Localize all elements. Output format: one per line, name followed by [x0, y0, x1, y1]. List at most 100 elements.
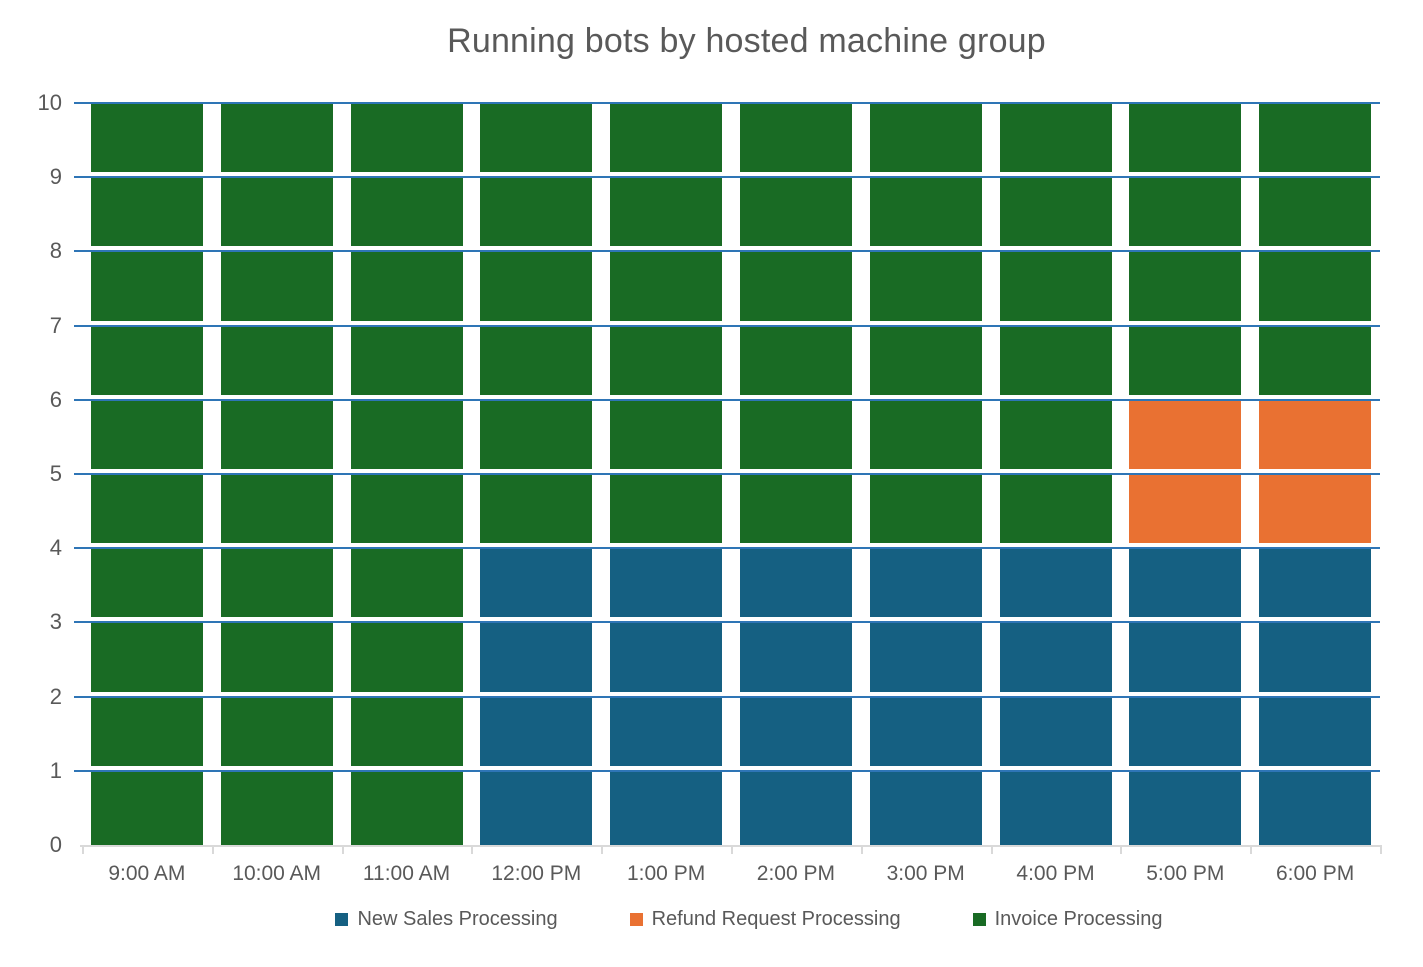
gridline	[74, 102, 1380, 104]
legend-item: New Sales Processing	[335, 908, 558, 931]
x-axis-tick	[1380, 845, 1382, 854]
bar-segment	[220, 103, 333, 173]
bar-segment	[480, 177, 593, 247]
bar-segment	[220, 251, 333, 321]
x-tick-label: 2:00 PM	[756, 862, 835, 885]
gridline	[74, 473, 1380, 475]
y-tick-label: 2	[49, 683, 62, 709]
bar-segment	[739, 474, 852, 544]
bar-segment	[739, 177, 852, 247]
bar-segment	[480, 474, 593, 544]
gridline	[74, 769, 1380, 772]
x-axis-tick	[1120, 845, 1123, 854]
bar-segment	[869, 548, 982, 618]
bar-segment	[480, 548, 593, 618]
bar-segment	[1129, 103, 1242, 173]
bar-segment	[1129, 177, 1242, 247]
bar-segment	[350, 548, 463, 618]
bar-segment	[610, 548, 723, 618]
legend-marker-icon	[629, 913, 643, 926]
bar-segment	[610, 177, 723, 247]
bar-segment	[999, 696, 1112, 766]
bar-segment	[1259, 251, 1372, 321]
bar-segment	[90, 696, 203, 766]
bar-segment	[999, 103, 1112, 173]
bar-segment	[1259, 177, 1372, 247]
legend-item: Invoice Processing	[972, 908, 1163, 931]
bar-segment	[350, 177, 463, 247]
bar-segment	[480, 622, 593, 692]
bar-segment	[480, 696, 593, 766]
bar-segment	[220, 548, 333, 618]
bar-segment	[610, 325, 723, 395]
chart-title: Running bots by hosted machine group	[447, 22, 1046, 60]
gridline	[74, 324, 1380, 327]
legend-marker-icon	[335, 913, 349, 926]
legend-marker-icon	[972, 913, 986, 926]
bar-segment	[610, 399, 723, 469]
bar-segment	[480, 399, 593, 469]
bar-segment	[350, 251, 463, 321]
bar-segment	[869, 399, 982, 469]
bar-segment	[739, 622, 852, 692]
bar-segment	[350, 622, 463, 692]
x-axis-tick	[731, 845, 733, 854]
legend-item: Refund Request Processing	[629, 908, 901, 931]
bar-segment	[350, 770, 463, 845]
bar-segment	[999, 622, 1112, 692]
x-axis-tick	[82, 845, 84, 854]
bar-segment	[90, 770, 203, 845]
bar-segment	[739, 399, 852, 469]
bar-segment	[350, 696, 463, 766]
x-tick-label: 3:00 PM	[886, 862, 965, 885]
x-tick-label: 4:00 PM	[1016, 862, 1095, 885]
y-tick-label: 7	[49, 312, 62, 338]
x-tick-label: 9:00 AM	[108, 862, 186, 885]
x-axis-tick	[211, 845, 214, 854]
bar-segment	[90, 474, 203, 544]
bar-segment	[610, 474, 723, 544]
x-tick-label: 12:00 PM	[491, 862, 582, 885]
bar-segment	[739, 696, 852, 766]
bar-segment	[1129, 696, 1242, 766]
bar-segment	[90, 103, 203, 173]
bar-segment	[999, 548, 1112, 618]
x-tick-label: 6:00 PM	[1275, 862, 1355, 885]
bar-segment	[1259, 399, 1372, 469]
bar-segment	[350, 103, 463, 173]
bar-segment	[1129, 325, 1242, 395]
x-tick-label: 1:00 PM	[626, 862, 706, 885]
bar-segment	[999, 251, 1112, 321]
x-tick-label: 10:00 AM	[232, 862, 322, 885]
y-tick-label: 4	[49, 535, 62, 561]
bar-segment	[869, 103, 982, 173]
bar-segment	[739, 325, 852, 395]
bar-segment	[869, 770, 982, 845]
bar-segment	[1129, 548, 1242, 618]
gridline	[74, 621, 1380, 624]
bar-segment	[999, 474, 1112, 544]
bar-segment	[350, 325, 463, 395]
bar-segment	[90, 177, 203, 247]
bar-segment	[1259, 622, 1372, 692]
y-tick-label: 8	[49, 238, 62, 264]
bar-segment	[869, 177, 982, 247]
gridline	[74, 250, 1380, 253]
bar-segment	[1259, 548, 1372, 618]
bar-segment	[1259, 325, 1372, 395]
bar-segment	[610, 770, 723, 845]
x-axis-tick	[860, 845, 863, 854]
bar-segment	[999, 399, 1112, 469]
bar-segment	[869, 696, 982, 766]
bar-segment	[869, 325, 982, 395]
x-axis-tick	[601, 845, 604, 854]
bar-segment	[1129, 474, 1242, 544]
bar-segment	[610, 103, 723, 173]
bar-segment	[90, 325, 203, 395]
bar-segment	[220, 770, 333, 845]
y-tick-label: 10	[37, 90, 62, 115]
bar-segment	[999, 770, 1112, 845]
bar-segment	[1129, 622, 1242, 692]
gridline	[74, 398, 1380, 401]
